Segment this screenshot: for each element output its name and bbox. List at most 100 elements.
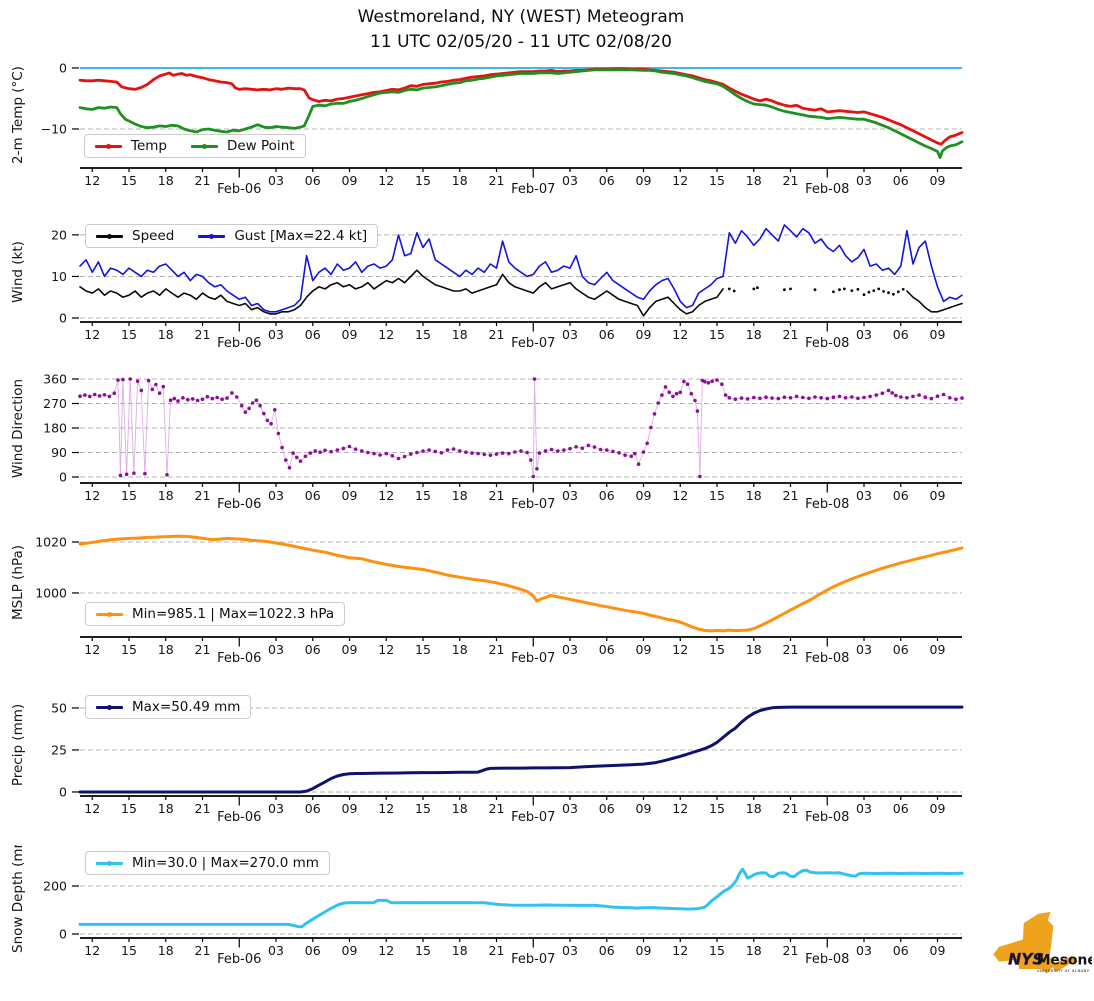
- svg-text:03: 03: [268, 488, 284, 503]
- svg-text:06: 06: [893, 327, 909, 342]
- svg-text:06: 06: [893, 173, 909, 188]
- svg-text:Feb-06: Feb-06: [217, 497, 261, 512]
- svg-text:21: 21: [195, 488, 211, 503]
- speed-marker-dot: [107, 233, 112, 239]
- svg-text:12: 12: [672, 327, 688, 342]
- svg-text:Feb-06: Feb-06: [217, 952, 261, 967]
- panel-wind-chart: 20 10 0 12 15 18 21 03 06 09 12 15 18 21 03 06 09 12 15 18 2…: [10, 224, 963, 351]
- svg-text:0: 0: [59, 62, 67, 75]
- svg-text:03: 03: [562, 642, 578, 657]
- svg-text:15: 15: [121, 327, 137, 342]
- svg-text:Precip (mm): Precip (mm): [10, 704, 26, 786]
- svg-text:1000: 1000: [35, 585, 67, 600]
- svg-text:12: 12: [378, 943, 394, 958]
- svg-text:03: 03: [856, 943, 872, 958]
- svg-text:12: 12: [672, 801, 688, 816]
- panel-wind-direction-chart: 360 270 180 90 0 12 15 18 21 03 06 09 12 15 18 21 03 06 09…: [10, 374, 964, 512]
- svg-text:06: 06: [893, 642, 909, 657]
- svg-text:15: 15: [709, 488, 725, 503]
- svg-text:21: 21: [783, 327, 799, 342]
- svg-text:06: 06: [305, 173, 321, 188]
- svg-text:18: 18: [452, 943, 468, 958]
- svg-text:09: 09: [636, 327, 652, 342]
- svg-text:18: 18: [158, 327, 174, 342]
- legend-item-speed: Speed: [96, 228, 174, 244]
- svg-text:21: 21: [489, 488, 505, 503]
- svg-text:09: 09: [342, 801, 358, 816]
- svg-text:03: 03: [562, 801, 578, 816]
- svg-text:0: 0: [59, 311, 67, 326]
- svg-text:09: 09: [342, 327, 358, 342]
- svg-text:Feb-06: Feb-06: [217, 336, 261, 351]
- svg-text:18: 18: [746, 642, 762, 657]
- panel-temp-chart: 0 −10 12 15 18 21 03 06 09 12 15 18 21 03 06 09 12 15 18 21…: [10, 62, 964, 197]
- gust-marker-dot: [209, 233, 215, 239]
- svg-text:03: 03: [856, 642, 872, 657]
- svg-text:12: 12: [672, 943, 688, 958]
- precip-marker-dot: [107, 704, 112, 710]
- legend-snow-depth: Min=30.0 | Max=270.0 mm: [85, 851, 330, 875]
- svg-text:09: 09: [930, 642, 946, 657]
- svg-text:09: 09: [342, 488, 358, 503]
- chart-title-line2: 11 UTC 02/05/20 - 11 UTC 02/08/20: [370, 32, 672, 52]
- svg-text:18: 18: [746, 327, 762, 342]
- svg-text:06: 06: [599, 943, 615, 958]
- dew-point-marker-dot: [201, 143, 207, 149]
- svg-text:15: 15: [709, 173, 725, 188]
- svg-text:18: 18: [158, 488, 174, 503]
- snow-depth-marker-dot: [107, 860, 112, 866]
- svg-text:Wind (kt): Wind (kt): [10, 241, 26, 303]
- svg-text:21: 21: [783, 642, 799, 657]
- svg-text:09: 09: [636, 488, 652, 503]
- svg-text:15: 15: [121, 173, 137, 188]
- svg-text:18: 18: [452, 801, 468, 816]
- svg-text:03: 03: [856, 488, 872, 503]
- mslp-marker-dot: [107, 611, 112, 617]
- svg-text:21: 21: [783, 488, 799, 503]
- chart-title: Westmoreland, NY (WEST) Meteogram 11 UTC…: [0, 5, 1042, 55]
- svg-text:0: 0: [59, 470, 67, 485]
- svg-text:18: 18: [452, 327, 468, 342]
- legend-label-speed: Speed: [132, 228, 175, 244]
- svg-text:Feb-08: Feb-08: [805, 810, 849, 825]
- svg-text:Feb-07: Feb-07: [511, 336, 555, 351]
- svg-text:03: 03: [268, 173, 284, 188]
- svg-text:09: 09: [636, 173, 652, 188]
- svg-text:15: 15: [415, 488, 431, 503]
- gust-line-swatch: [198, 233, 226, 239]
- legend-item-dew-point: Dew Point: [190, 138, 295, 154]
- snow-depth-line-swatch: [96, 860, 123, 866]
- svg-text:12: 12: [84, 801, 100, 816]
- legend-label-temp: Temp: [131, 138, 167, 154]
- svg-text:06: 06: [599, 173, 615, 188]
- svg-text:12: 12: [84, 327, 100, 342]
- svg-text:Feb-06: Feb-06: [217, 182, 261, 197]
- legend-precip: Max=50.49 mm: [85, 695, 252, 719]
- svg-text:03: 03: [268, 642, 284, 657]
- svg-text:180: 180: [43, 421, 67, 436]
- legend-item-temp: Temp: [95, 138, 167, 154]
- svg-text:21: 21: [489, 173, 505, 188]
- svg-text:10: 10: [51, 269, 67, 284]
- svg-text:Feb-06: Feb-06: [217, 651, 261, 666]
- svg-text:200: 200: [43, 878, 67, 893]
- svg-text:06: 06: [305, 327, 321, 342]
- svg-text:15: 15: [415, 943, 431, 958]
- svg-text:12: 12: [378, 327, 394, 342]
- svg-text:18: 18: [746, 488, 762, 503]
- svg-text:21: 21: [195, 327, 211, 342]
- svg-text:Wind Direction: Wind Direction: [10, 379, 26, 478]
- svg-text:Feb-07: Feb-07: [511, 952, 555, 967]
- svg-text:18: 18: [452, 173, 468, 188]
- legend-label-mslp: Min=985.1 | Max=1022.3 hPa: [132, 606, 335, 622]
- svg-text:12: 12: [378, 173, 394, 188]
- legend-label-snow-depth: Min=30.0 | Max=270.0 mm: [132, 855, 319, 871]
- svg-text:15: 15: [121, 488, 137, 503]
- svg-text:21: 21: [195, 801, 211, 816]
- svg-text:12: 12: [378, 488, 394, 503]
- svg-text:50: 50: [51, 700, 67, 715]
- svg-text:12: 12: [84, 943, 100, 958]
- svg-text:12: 12: [672, 488, 688, 503]
- svg-text:12: 12: [84, 488, 100, 503]
- svg-text:21: 21: [195, 943, 211, 958]
